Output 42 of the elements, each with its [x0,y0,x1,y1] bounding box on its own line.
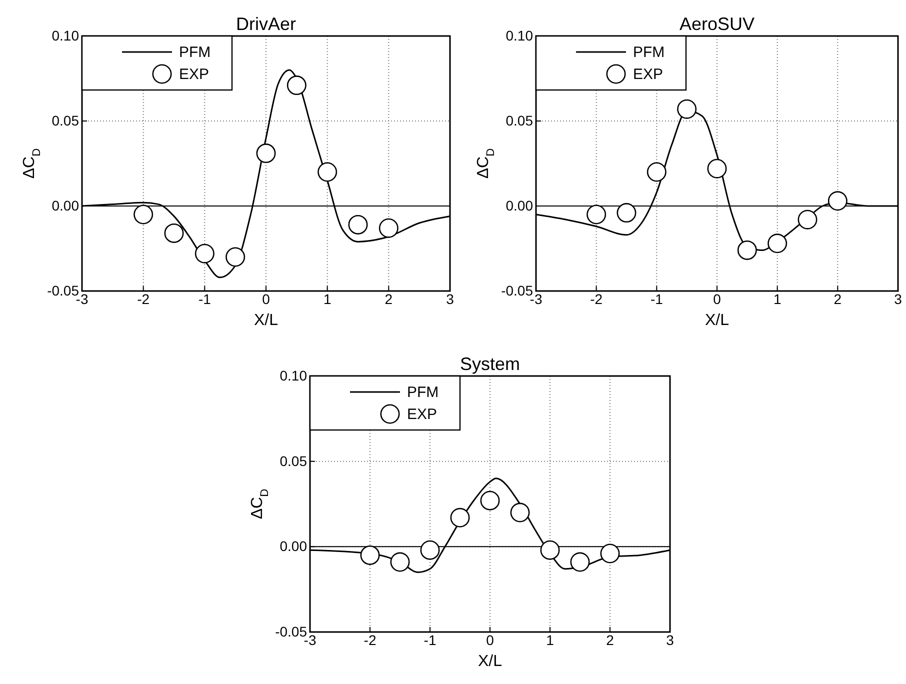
legend-label: EXP [407,406,438,423]
x-tick-label: -2 [364,632,376,648]
x-tick-label: 2 [384,290,393,307]
x-axis-title: X/L [478,653,502,670]
y-tick-label: 0.10 [506,27,534,44]
x-tick-label: -1 [198,290,212,307]
y-tick-label: 0.00 [506,197,534,214]
x-tick-label: -2 [590,290,603,307]
x-axis-title: X/L [254,312,278,329]
x-tick-label: 2 [606,632,614,648]
y-tick-label: -0.05 [275,623,308,640]
y-tick-label: 0.05 [280,452,308,469]
x-tick-label: 1 [773,290,782,307]
chart-title: DrivAer [236,14,296,34]
y-tick-label: -0.05 [47,282,80,298]
y-tick-label: 0.10 [52,27,80,44]
x-tick-label: 0 [262,290,270,307]
x-tick-label: 3 [446,290,454,307]
x-tick-label: 3 [666,632,674,648]
chart-title: AeroSUV [679,14,755,34]
x-tick-label: 0 [713,290,722,307]
legend-label: PFM [179,44,211,61]
legend-label: PFM [633,44,665,61]
y-tick-label: 0.10 [280,367,308,384]
y-tick-label: 0.00 [52,197,80,214]
legend-label: PFM [407,384,439,401]
x-tick-label: 1 [323,290,332,307]
y-tick-label: 0.00 [280,538,308,554]
x-axis-title: X/L [704,312,730,329]
x-tick-label: -1 [424,632,436,648]
x-tick-label: 3 [894,290,902,307]
x-tick-label: 1 [546,632,554,648]
x-tick-label: 0 [486,632,494,648]
x-tick-label: 2 [834,290,842,307]
y-tick-label: 0.05 [506,112,534,128]
legend-label: EXP [179,66,210,83]
legend-label: EXP [633,66,664,83]
x-tick-label: -2 [137,290,150,307]
chart-title: System [460,354,520,374]
x-tick-label: -1 [650,290,664,307]
y-tick-label: 0.05 [52,112,80,128]
y-tick-label: -0.05 [501,282,534,298]
